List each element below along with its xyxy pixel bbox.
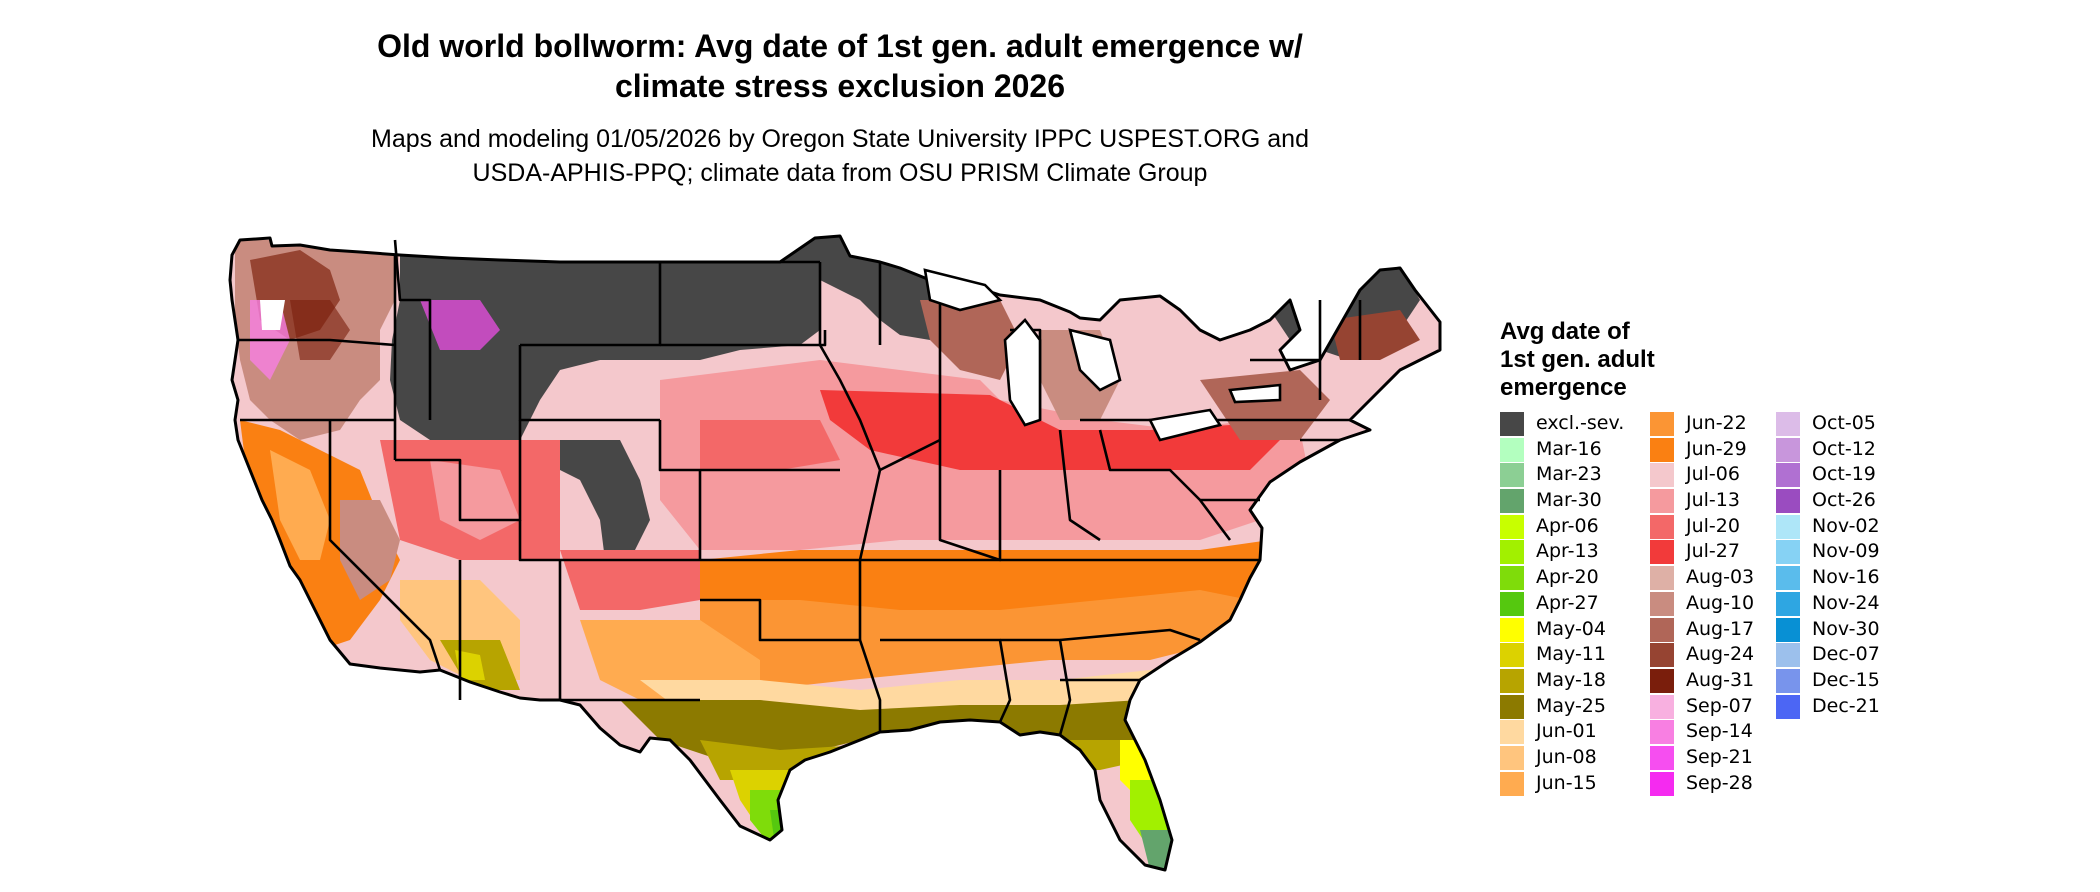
legend-label: Aug-24 — [1686, 643, 1755, 666]
legend-swatch — [1650, 591, 1674, 616]
legend-label: May-04 — [1536, 617, 1606, 640]
legend-swatch — [1500, 617, 1524, 642]
legend-title-line-2: 1st gen. adult — [1500, 346, 1655, 373]
legend-swatch — [1650, 617, 1674, 642]
legend-label: Aug-17 — [1686, 617, 1755, 640]
legend-swatch — [1776, 694, 1800, 719]
map-subtitle-line-1: Maps and modeling 01/05/2026 by Oregon S… — [371, 125, 1309, 153]
legend-swatch — [1650, 514, 1674, 539]
legend-label: May-25 — [1536, 694, 1606, 717]
legend-swatch — [1500, 771, 1524, 796]
legend-label: excl.-sev. — [1536, 412, 1625, 434]
legend-swatch — [1500, 566, 1524, 591]
legend-label: Dec-15 — [1812, 668, 1880, 691]
legend-label: Apr-27 — [1536, 591, 1599, 614]
great-lakes — [923, 268, 1282, 442]
legend-swatch — [1650, 643, 1674, 668]
legend-swatch — [1650, 540, 1674, 565]
legend-swatch — [1776, 591, 1800, 616]
legend-swatch — [1650, 668, 1674, 693]
legend-swatch — [1776, 643, 1800, 668]
legend-title-line-3: emergence — [1500, 374, 1627, 401]
legend-label: Oct-05 — [1812, 412, 1876, 434]
legend-swatch — [1500, 514, 1524, 539]
legend-label: May-18 — [1536, 668, 1606, 691]
us-emergence-map — [228, 234, 1442, 872]
legend-label: Jul-20 — [1686, 514, 1740, 537]
legend-swatch — [1650, 412, 1674, 436]
legend-swatch — [1776, 437, 1800, 462]
legend-swatch — [1776, 489, 1800, 514]
legend-swatch — [1776, 412, 1800, 436]
legend-label: Mar-30 — [1536, 489, 1602, 512]
legend-label: Nov-30 — [1812, 617, 1880, 640]
legend-label: Oct-26 — [1812, 489, 1876, 512]
legend-label: Jun-22 — [1686, 412, 1747, 434]
legend-swatch — [1776, 566, 1800, 591]
legend-label: Nov-02 — [1812, 514, 1880, 537]
legend-label: Aug-03 — [1686, 566, 1755, 589]
map-subtitle: Maps and modeling 01/05/2026 by Oregon S… — [240, 122, 1440, 190]
legend-swatch — [1500, 437, 1524, 462]
legend-label: Dec-21 — [1812, 694, 1880, 717]
legend-swatch — [1776, 514, 1800, 539]
legend-label: Sep-07 — [1686, 694, 1753, 717]
legend-swatch — [1650, 745, 1674, 770]
legend-label: Oct-19 — [1812, 463, 1876, 486]
legend-swatch — [1500, 489, 1524, 514]
legend-swatch — [1776, 463, 1800, 488]
map-title-line-1: Old world bollworm: Avg date of 1st gen.… — [377, 28, 1303, 64]
legend-label: Nov-09 — [1812, 540, 1880, 563]
legend-label: Sep-21 — [1686, 745, 1753, 768]
legend-swatch — [1500, 694, 1524, 719]
legend-swatch — [1500, 720, 1524, 745]
legend-label: Jun-15 — [1536, 771, 1597, 794]
legend-label: Apr-20 — [1536, 566, 1599, 589]
legend-swatch — [1776, 617, 1800, 642]
legend-swatch — [1500, 668, 1524, 693]
legend-label: Mar-23 — [1536, 463, 1602, 486]
legend-label: Sep-14 — [1686, 720, 1753, 743]
legend-swatch — [1650, 489, 1674, 514]
legend-label: Sep-28 — [1686, 771, 1753, 794]
legend-swatch — [1500, 745, 1524, 770]
legend-swatch — [1500, 412, 1524, 436]
legend-label: Dec-07 — [1812, 643, 1880, 666]
legend-title: Avg date of 1st gen. adult emergence — [1500, 318, 1720, 402]
legend-label: Jun-08 — [1536, 745, 1597, 768]
map-title: Old world bollworm: Avg date of 1st gen.… — [240, 26, 1440, 106]
legend-swatch — [1650, 437, 1674, 462]
map-title-line-2: climate stress exclusion 2026 — [614, 68, 1066, 104]
legend-label: Jul-27 — [1686, 540, 1740, 563]
legend-label: Oct-12 — [1812, 437, 1876, 460]
legend-swatch — [1500, 540, 1524, 565]
legend-label: Apr-13 — [1536, 540, 1599, 563]
legend-swatch — [1776, 668, 1800, 693]
legend-swatch — [1650, 463, 1674, 488]
legend-swatch — [1500, 463, 1524, 488]
legend-label: Jun-29 — [1686, 437, 1747, 460]
legend-swatch — [1776, 540, 1800, 565]
legend-swatch — [1650, 771, 1674, 796]
legend-label: Jun-01 — [1536, 720, 1597, 743]
legend-label: Apr-06 — [1536, 514, 1599, 537]
legend-label: Jul-13 — [1686, 489, 1740, 512]
legend-label: May-11 — [1536, 643, 1606, 666]
legend-swatch — [1650, 566, 1674, 591]
legend-label: Jul-06 — [1686, 463, 1740, 486]
legend-swatch — [1500, 643, 1524, 668]
map-subtitle-line-2: USDA-APHIS-PPQ; climate data from OSU PR… — [472, 159, 1208, 187]
legend-title-line-1: Avg date of — [1500, 318, 1630, 345]
legend-label: Mar-16 — [1536, 437, 1602, 460]
legend-label: Aug-31 — [1686, 668, 1755, 691]
legend-swatch — [1650, 694, 1674, 719]
legend-swatch — [1650, 720, 1674, 745]
state-boundaries — [238, 239, 1362, 736]
legend-swatch — [1500, 591, 1524, 616]
legend-label: Aug-10 — [1686, 591, 1755, 614]
legend-label: Nov-16 — [1812, 566, 1880, 589]
legend-label: Nov-24 — [1812, 591, 1880, 614]
